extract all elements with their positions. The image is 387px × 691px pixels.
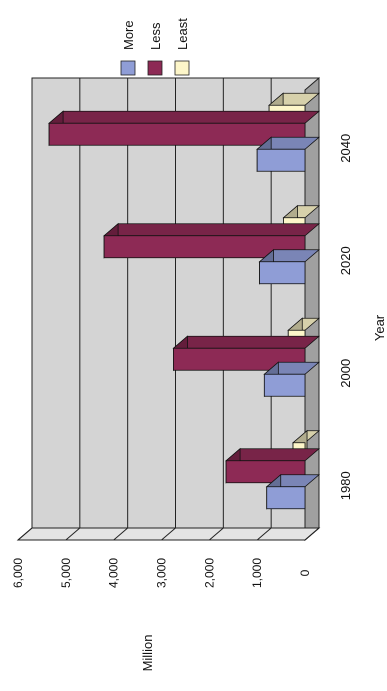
bar-less-2000 (173, 347, 306, 371)
chart-ticks: 0 1,000 2,000 3,000 4,000 5,000 6,000 1980 2000 2… (11, 134, 353, 588)
y-tick-label: 0 (298, 569, 312, 576)
legend-swatch-more (120, 60, 136, 76)
legend-label-least: Least (175, 18, 190, 50)
y-tick-label: 2,000 (202, 558, 216, 588)
bar-less-2000-top (172, 335, 321, 349)
bar-more-2000 (263, 373, 306, 397)
bar-more-1980 (266, 486, 306, 510)
bar-more-2040 (256, 148, 306, 172)
x-tick-label-1980: 1980 (338, 471, 353, 500)
x-tick-label-2000: 2000 (338, 359, 353, 388)
y-tick-label: 1,000 (250, 558, 264, 588)
bar-more-2020 (259, 261, 306, 285)
bar-less-2020 (103, 235, 306, 259)
gridline-depth (113, 527, 128, 541)
gridline-depth (304, 527, 320, 541)
gridline-depth (17, 527, 33, 541)
gridline-depth (161, 527, 176, 541)
y-tick-label: 6,000 (11, 558, 25, 588)
y-tick-label: 3,000 (155, 558, 169, 588)
y-axis-title: Million (140, 635, 155, 672)
gridline-depth (65, 527, 81, 541)
x-axis-title: Year (372, 314, 387, 341)
legend-swatch-less (147, 60, 163, 76)
chart-legend: More Less Least (120, 18, 190, 76)
bar-less-2040 (48, 122, 306, 146)
gridline-depth (209, 527, 224, 541)
x-tick-label-2020: 2020 (338, 246, 353, 275)
gridline-depth (256, 527, 272, 541)
legend-label-more: More (121, 20, 136, 50)
bar-less-2020-top (103, 223, 321, 237)
bar-less-2040-top (48, 110, 321, 124)
chart-bars (48, 92, 321, 510)
y-tick-label: 4,000 (107, 558, 121, 588)
y-tick-label: 5,000 (59, 558, 73, 588)
legend-label-less: Less (148, 22, 163, 50)
legend-swatch-least (174, 60, 190, 76)
x-tick-label-2040: 2040 (338, 134, 353, 163)
